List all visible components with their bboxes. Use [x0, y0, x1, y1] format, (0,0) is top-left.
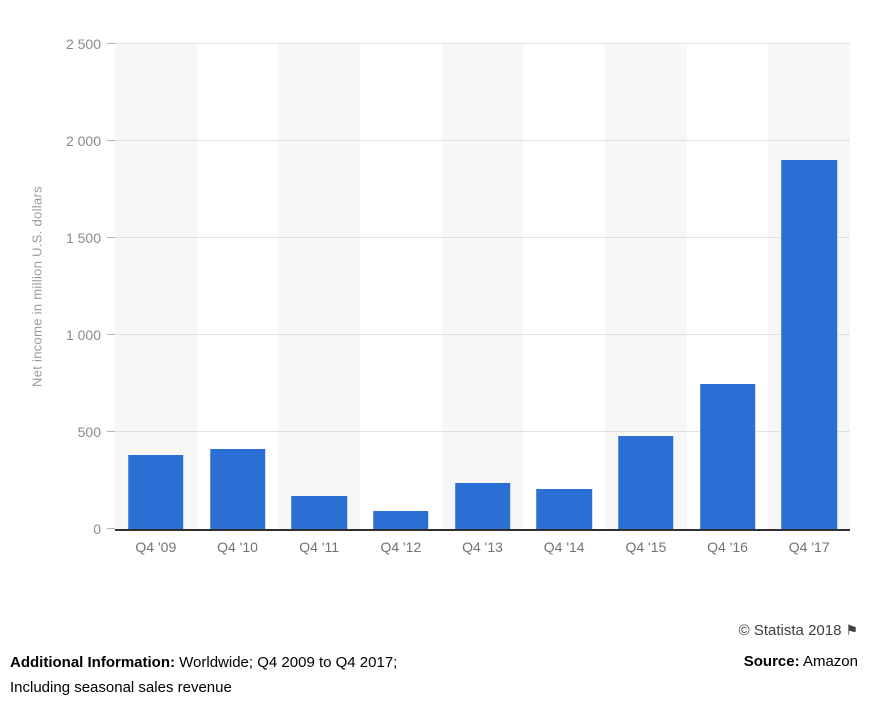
- column-stripe: [441, 44, 524, 529]
- chart-column: [768, 44, 850, 529]
- column-stripe: [278, 44, 361, 529]
- bar: [699, 384, 756, 529]
- y-tick-label: 2 500: [65, 36, 101, 52]
- bar: [454, 483, 511, 529]
- chart-column: [197, 44, 279, 529]
- x-tick-label: Q4 '12: [380, 539, 422, 555]
- y-tick-label: 1 000: [65, 327, 101, 343]
- gridline: [115, 43, 850, 44]
- bar: [291, 496, 347, 529]
- y-tick-label: 0: [93, 521, 101, 537]
- gridline: [115, 431, 850, 432]
- x-tick-label: Q4 '10: [217, 539, 258, 555]
- chart-column: [523, 44, 605, 529]
- x-tick-label: Q4 '15: [625, 539, 667, 555]
- x-tick-label: Q4 '09: [135, 539, 177, 555]
- statista-copyright: © Statista 2018 ⚑: [739, 622, 858, 639]
- bar: [536, 489, 592, 529]
- bar: [618, 435, 674, 529]
- y-axis-tick-labels: 0 500 1 000 1 500 2 000 2 500: [0, 36, 101, 537]
- chart-column: [278, 44, 360, 529]
- gridline: [115, 237, 850, 238]
- column-stripe: [115, 44, 197, 529]
- x-tick-label: Q4 '17: [788, 539, 830, 555]
- x-tick-label: Q4 '11: [299, 539, 340, 555]
- x-tick-label: Q4 '16: [707, 539, 748, 555]
- chart-column: [360, 44, 442, 529]
- y-tick-mark: [107, 431, 115, 432]
- gridline: [115, 140, 850, 141]
- bar: [373, 510, 429, 529]
- source-text: Amazon: [799, 653, 858, 670]
- source-label: Source:: [743, 653, 800, 670]
- plot-area: [107, 43, 851, 531]
- source: Source: Amazon: [744, 653, 858, 670]
- bar: [781, 160, 837, 529]
- chart-column: [115, 44, 197, 529]
- x-tick-label: Q4 '14: [543, 539, 585, 555]
- y-tick-mark: [107, 528, 115, 529]
- y-tick-mark: [107, 237, 115, 238]
- grid-layer: [107, 43, 850, 529]
- x-tick-label: Q4 '13: [462, 539, 503, 555]
- gridline: [115, 334, 850, 335]
- x-axis-tick-labels: Q4 '09 Q4 '10 Q4 '11 Q4 '12 Q4 '13 Q4 '14 Q4 '…: [115, 539, 850, 555]
- bar: [209, 448, 266, 529]
- chart-column: [687, 44, 769, 529]
- additional-information-label: Additional Information:: [10, 654, 175, 671]
- statista-flag-icon: ⚑: [845, 622, 858, 638]
- y-tick-mark: [107, 43, 115, 44]
- y-tick-label: 500: [77, 424, 101, 440]
- additional-information: Additional Information: Worldwide; Q4 20…: [10, 650, 420, 700]
- y-tick-mark: [107, 140, 115, 141]
- chart-column: [605, 44, 687, 529]
- additional-information-text: Worldwide; Q4 2009 to Q4 2017; Including…: [10, 654, 398, 696]
- y-tick-label: 2 000: [65, 133, 101, 149]
- y-tick-label: 1 500: [65, 230, 101, 246]
- bar: [128, 455, 184, 529]
- chart-column: [442, 44, 524, 529]
- y-tick-mark: [107, 334, 115, 335]
- bars-layer: [115, 44, 850, 529]
- copyright-text: © Statista 2018: [738, 622, 842, 639]
